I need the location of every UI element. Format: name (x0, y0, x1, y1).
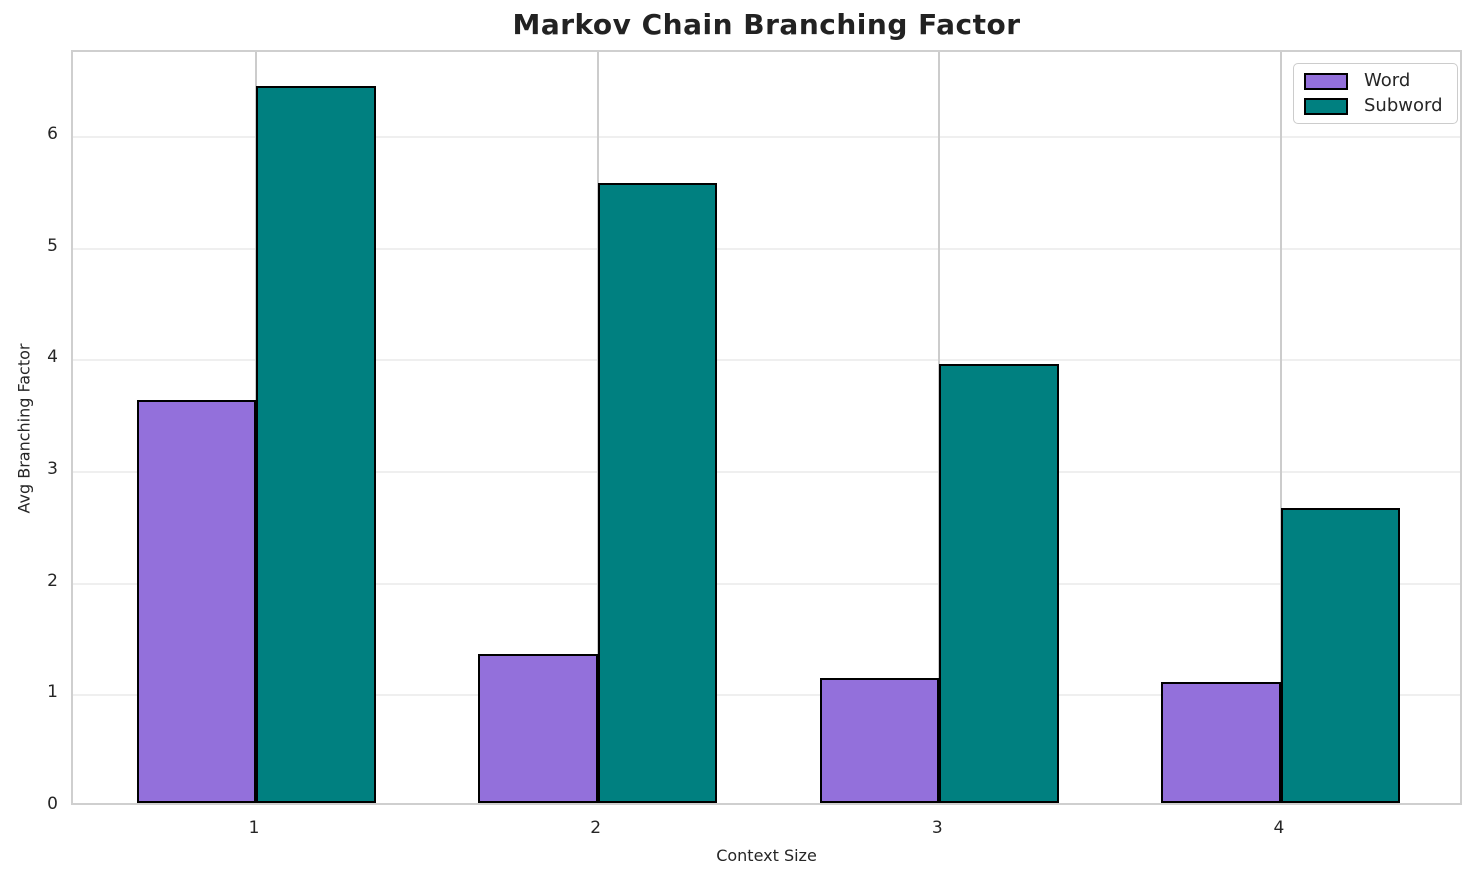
legend-label-word: Word (1364, 70, 1411, 91)
bar-subword-context-1 (256, 85, 376, 803)
chart-title: Markov Chain Branching Factor (512, 8, 1021, 41)
x-tick-label-4: 4 (1273, 818, 1285, 838)
y-tick-label-1: 1 (47, 682, 58, 703)
gridline-y-5 (73, 247, 1460, 250)
y-tick-label-4: 4 (47, 347, 58, 368)
bar-word-context-2 (478, 654, 598, 803)
y-tick-label-6: 6 (47, 123, 58, 144)
gridline-y-6 (73, 135, 1460, 138)
y-tick-label-3: 3 (47, 458, 58, 479)
legend-item-subword: Subword (1304, 97, 1447, 115)
bar-subword-context-3 (939, 364, 1059, 803)
y-tick-label-5: 5 (47, 235, 58, 256)
word-series-swatch-icon (1304, 72, 1348, 90)
bar-word-context-3 (819, 677, 940, 803)
bar-word-context-4 (1161, 682, 1281, 803)
gridline-y-3 (73, 470, 1460, 473)
legend: Word Subword (1293, 63, 1458, 124)
y-tick-label-2: 2 (47, 570, 58, 591)
bar-subword-context-4 (1280, 508, 1401, 803)
x-tick-label-1: 1 (248, 818, 260, 838)
x-axis-title: Context Size (716, 846, 817, 865)
legend-item-word: Word (1304, 72, 1447, 90)
bar-word-context-1 (136, 399, 257, 803)
gridline-y-1 (73, 694, 1460, 697)
x-tick-label-3: 3 (931, 818, 943, 838)
x-tick-label-2: 2 (590, 818, 602, 838)
subword-series-swatch-icon (1304, 97, 1348, 115)
gridline-y-2 (73, 582, 1460, 585)
legend-label-subword: Subword (1364, 95, 1443, 116)
gridline-x-4 (1279, 52, 1282, 803)
bar-subword-context-2 (597, 183, 718, 803)
y-tick-label-0: 0 (47, 794, 58, 814)
gridline-y-4 (73, 359, 1460, 362)
plot-area (71, 50, 1462, 805)
